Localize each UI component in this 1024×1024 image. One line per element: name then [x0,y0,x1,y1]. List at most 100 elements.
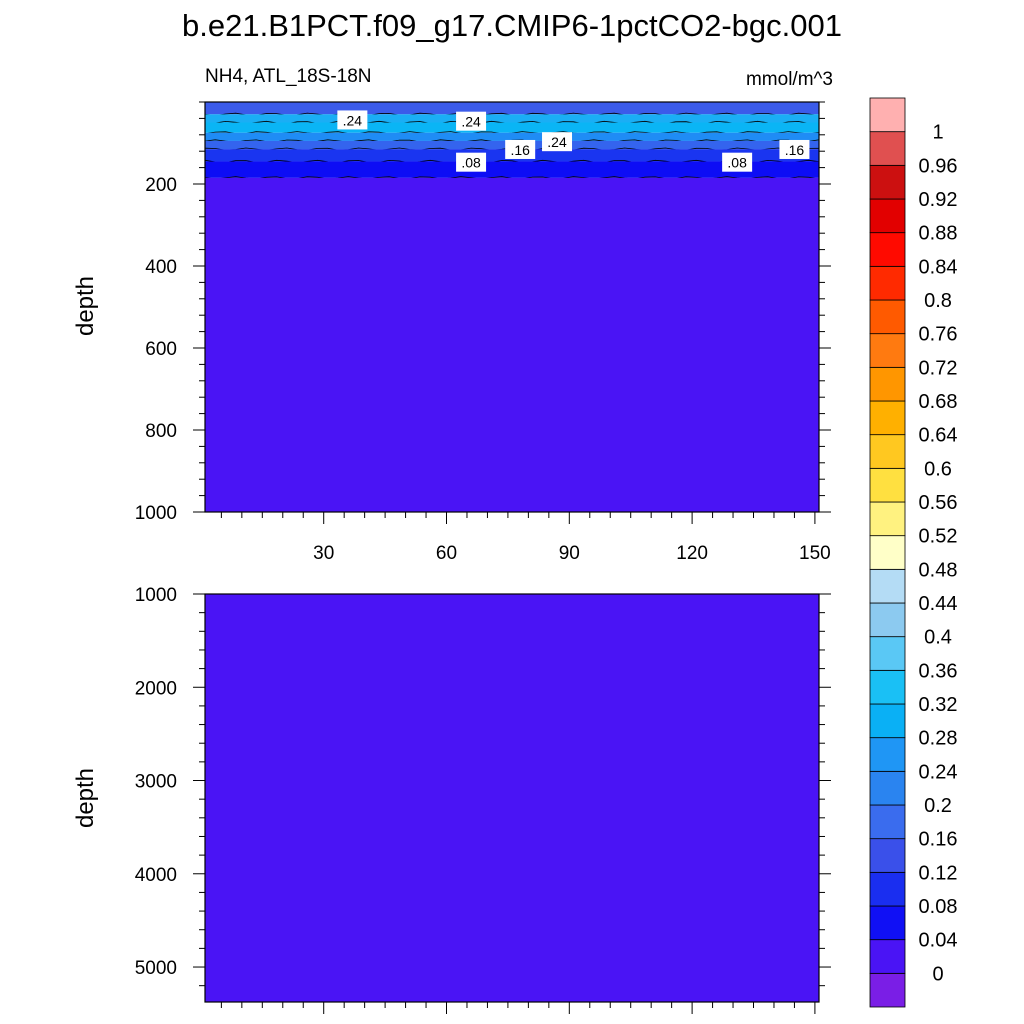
colorbar-swatch [869,636,906,671]
contour-band [205,177,819,512]
contour-label-box [456,152,487,172]
colorbar-swatch [869,838,906,873]
contour-label: .08 [727,155,747,171]
colorbar-swatch [869,535,906,570]
colorbar-label: 0.48 [919,559,958,581]
colorbar-swatch [869,299,906,335]
contour-label-box [779,139,810,159]
colorbar-label: 0.04 [919,930,958,952]
colorbar-label: 0.92 [919,189,958,211]
contour-band [205,594,819,1002]
x-tick-label: 60 [436,543,457,564]
colorbar-label: 0.72 [919,357,958,379]
colorbar-label: 0.12 [919,862,958,884]
colorbar-label: 0.6 [924,458,952,480]
contour-label-box [722,152,753,172]
colorbar-label: 0.52 [919,526,958,548]
contour-label-box [542,132,573,152]
contour-label: .24 [547,134,567,150]
contour-label: .24 [343,112,363,128]
colorbar-swatch [869,972,906,1008]
x-tick-label: 30 [313,543,334,564]
x-tick-label: 150 [799,543,831,564]
colorbar-swatch [869,434,906,469]
colorbar-label: 1 [932,122,943,144]
lower-panel: 1000 2000 3000 4000 5000 depth [72,585,831,1014]
colorbar-swatch [869,198,906,234]
plot-frame [204,593,820,1003]
x-tick-label: 120 [676,543,708,564]
colorbar-swatch [869,770,906,806]
colorbar-swatch [869,703,906,739]
colorbar-label: 0.2 [924,795,952,817]
colorbar-label: 0.44 [919,593,958,615]
y-axis-label: depth [72,768,99,828]
colorbar-swatch [869,467,906,503]
colorbar-label: 0.36 [919,660,958,682]
subtitle-variable-region: NH4, ATL_18S-18N [205,66,372,87]
contour-band [205,132,819,141]
colorbar-swatch [869,501,906,537]
y-tick-label: 200 [145,175,177,196]
colorbar-label: 0.84 [919,256,958,278]
colorbar-swatch [869,568,906,604]
colorbar-label: 0.56 [919,492,958,514]
y-tick-label: 3000 [135,772,177,793]
chart-title: b.e21.B1PCT.f09_g17.CMIP6-1pctCO2-bgc.00… [182,8,842,43]
colorbar-label: 0.68 [919,391,958,413]
colorbar-swatch [869,602,906,638]
colorbar-swatch [869,737,906,772]
x-tick-label: 90 [559,543,580,564]
y-tick-label: 1000 [135,503,177,524]
y-tick-label: 5000 [135,958,177,979]
colorbar-swatch [869,131,906,166]
colorbar-swatch [869,871,906,907]
contour-band [205,114,819,123]
colorbar-swatch [869,400,906,436]
colorbar-label: 0.32 [919,694,958,716]
colorbar-swatch [869,333,906,368]
y-axis-label: depth [72,276,99,336]
contour-label: .16 [510,142,530,158]
colorbar: 0 0.04 0.08 0.12 0.16 0.2 0.24 0.28 0.32 0.36 0.4 0… [869,97,958,1008]
colorbar-label: 0.88 [919,223,958,245]
upper-panel: .24 .24 .24 .16 .16 .08 .08 200 400 600 800 1000 30 6… [72,101,831,564]
y-tick-label: 400 [145,257,177,278]
colorbar-label: 0.96 [919,155,958,177]
colorbar-swatch [869,232,906,267]
colorbar-swatch [869,265,906,301]
colorbar-swatch [869,366,906,402]
colorbar-label: 0.16 [919,829,958,851]
y-tick-label: 4000 [135,865,177,886]
contour-label: .24 [461,114,481,130]
y-tick-label: 800 [145,421,177,442]
colorbar-label: 0.24 [919,761,958,783]
colorbar-label: 0.64 [919,425,958,447]
colorbar-swatch [869,939,906,974]
colorbar-label: 0.28 [919,728,958,750]
contour-label: .16 [785,142,805,158]
colorbar-swatch [869,669,906,705]
colorbar-label: 0.8 [924,290,952,312]
colorbar-swatch [869,164,906,200]
contour-label: .08 [461,155,481,171]
contour-band [205,161,819,178]
y-tick-label: 1000 [135,585,177,606]
colorbar-label: 0.4 [924,627,952,649]
contour-label-box [505,139,536,159]
contour-label-box [337,110,368,130]
plot-frame [204,101,820,513]
subtitle-units: mmol/m^3 [746,69,833,90]
colorbar-swatch [869,905,906,941]
colorbar-label: 0 [932,963,943,985]
colorbar-swatch [869,97,906,133]
y-tick-label: 2000 [135,678,177,699]
contour-band [205,122,819,133]
colorbar-label: 0.08 [919,896,958,918]
contour-band [205,102,819,115]
colorbar-label: 0.76 [919,324,958,346]
colorbar-swatch [869,804,906,840]
y-tick-label: 600 [145,339,177,360]
contour-label-box [456,111,487,131]
